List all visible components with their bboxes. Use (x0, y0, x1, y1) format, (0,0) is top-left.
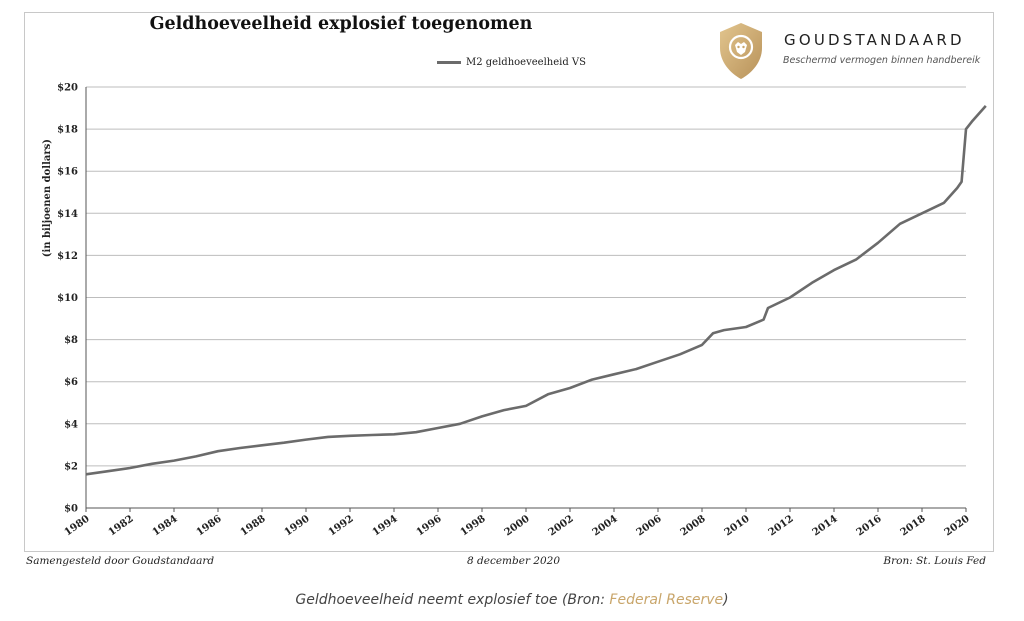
x-tick-label: 1990 (283, 513, 312, 538)
chart-legend: M2 geldhoeveelheid VS (437, 57, 586, 68)
y-tick-label: $8 (64, 335, 78, 346)
y-tick-label: $2 (64, 461, 78, 472)
caption-source-link[interactable]: Federal Reserve (609, 592, 724, 608)
x-tick-label: 2004 (591, 513, 620, 538)
y-tick-label: $0 (64, 504, 78, 515)
y-tick-label: $20 (57, 83, 78, 94)
y-tick-label: $4 (64, 419, 78, 430)
x-tick-label: 2018 (899, 513, 928, 538)
y-tick-label: $14 (57, 209, 78, 220)
x-tick-label: 1992 (327, 513, 356, 538)
x-tick-label: 1998 (459, 513, 488, 538)
x-tick-label: 2012 (767, 513, 796, 538)
x-tick-label: 1994 (371, 513, 400, 538)
footer-left: Samengesteld door Goudstandaard (26, 555, 215, 567)
footer-date: 8 december 2020 (467, 555, 561, 567)
y-tick-label: $18 (57, 125, 78, 136)
x-tick-label: 2020 (943, 513, 972, 538)
footer-source: Bron: St. Louis Fed (883, 555, 986, 567)
caption-suffix: ) (723, 592, 729, 608)
legend-swatch (437, 61, 461, 64)
y-tick-label: $16 (57, 167, 78, 178)
x-tick-label: 1996 (415, 513, 444, 538)
x-tick-label: 1988 (239, 513, 268, 538)
x-tick-label: 2000 (503, 513, 532, 538)
x-tick-label: 2014 (811, 513, 840, 538)
y-tick-label: $10 (57, 293, 78, 304)
y-tick-label: $12 (57, 251, 78, 262)
x-tick-label: 2008 (679, 513, 708, 538)
x-tick-label: 2016 (855, 513, 884, 538)
chart-title: Geldhoeveelheid explosief toegenomen (149, 14, 533, 34)
y-tick-label: $6 (64, 377, 78, 388)
brand-tagline: Beschermd vermogen binnen handbereik (783, 55, 981, 66)
x-tick-label: 2010 (723, 513, 752, 538)
image-caption: Geldhoeveelheid neemt explosief toe (Bro… (0, 592, 1024, 608)
x-tick-label: 1982 (107, 513, 136, 538)
x-tick-label: 2006 (635, 513, 664, 538)
x-tick-label: 2002 (547, 513, 576, 538)
brand-name: GOUDSTANDAARD (784, 31, 965, 49)
chart-frame (24, 12, 994, 552)
caption-text: Geldhoeveelheid neemt explosief toe (Bro… (295, 592, 610, 608)
series-line-m2 (85, 105, 987, 476)
x-tick-label: 1986 (195, 513, 224, 538)
x-tick-label: 1984 (151, 513, 180, 538)
legend-label: M2 geldhoeveelheid VS (466, 57, 586, 68)
lion-shield-icon (720, 23, 762, 79)
x-tick-label: 1980 (63, 513, 92, 538)
